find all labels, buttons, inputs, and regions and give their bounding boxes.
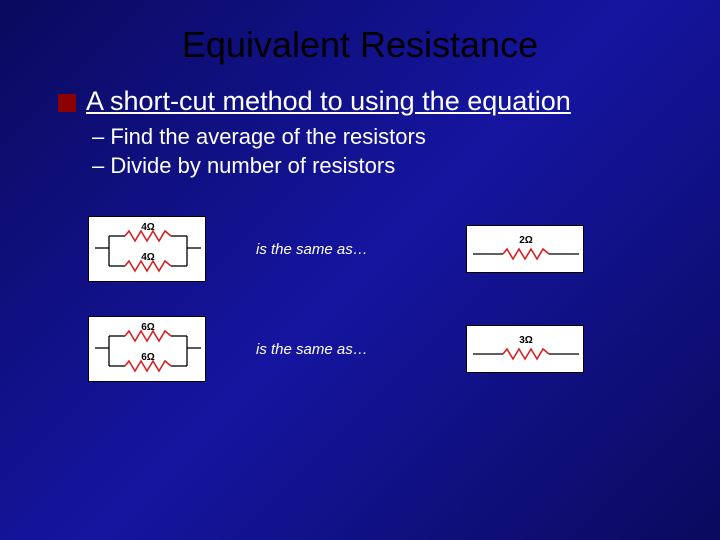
diagram-row-2: 6Ω 6Ω is the same as… 3Ω bbox=[88, 316, 720, 382]
single-resistor-svg: 3Ω bbox=[473, 334, 579, 364]
parallel-circuit-1: 4Ω 4Ω bbox=[88, 216, 206, 282]
single-resistor-svg: 2Ω bbox=[473, 234, 579, 264]
connector-text-2: is the same as… bbox=[256, 341, 406, 358]
sub-bullet-1: – Find the average of the resistors bbox=[92, 123, 720, 152]
parallel-circuit-2: 6Ω 6Ω bbox=[88, 316, 206, 382]
sub-bullet-2: – Divide by number of resistors bbox=[92, 152, 720, 181]
resistor-label: 3Ω bbox=[519, 335, 533, 346]
single-circuit-2: 3Ω bbox=[466, 325, 584, 373]
diagram-row-1: 4Ω 4Ω is the same as… 2Ω bbox=[88, 216, 720, 282]
parallel-resistor-svg: 4Ω 4Ω bbox=[95, 221, 201, 275]
slide-title: Equivalent Resistance bbox=[0, 0, 720, 86]
diagram-area: 4Ω 4Ω is the same as… 2Ω bbox=[88, 216, 720, 382]
parallel-resistor-svg: 6Ω 6Ω bbox=[95, 321, 201, 375]
connector-text-1: is the same as… bbox=[256, 241, 406, 258]
resistor-label: 2Ω bbox=[519, 235, 533, 246]
single-circuit-1: 2Ω bbox=[466, 225, 584, 273]
bullet-marker-icon bbox=[58, 94, 76, 112]
main-bullet-text: A short-cut method to using the equation bbox=[86, 86, 571, 117]
main-bullet-row: A short-cut method to using the equation bbox=[58, 86, 720, 117]
